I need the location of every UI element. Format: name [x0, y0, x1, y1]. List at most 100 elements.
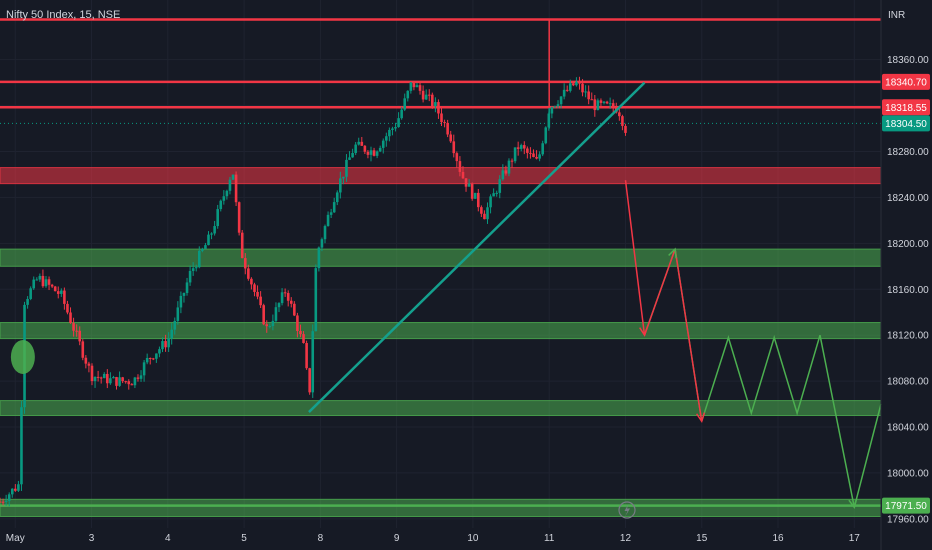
candle-body	[568, 83, 572, 91]
x-tick-label: 8	[318, 533, 324, 544]
projection-path-red	[624, 180, 703, 422]
candle-body	[593, 99, 597, 111]
candle-body	[130, 384, 134, 386]
candle-body	[296, 315, 299, 331]
lightning-icon[interactable]	[618, 501, 636, 519]
y-tick-label: 18040.00	[887, 422, 929, 433]
candle-body	[544, 127, 548, 144]
candle-body	[541, 143, 544, 155]
candle-body	[14, 488, 17, 491]
candle-body	[237, 202, 241, 233]
candle-body	[4, 500, 8, 502]
x-tick-label: 3	[89, 533, 95, 544]
candle-body	[280, 292, 284, 304]
candle-body	[584, 91, 587, 93]
candle-body	[158, 349, 161, 354]
candle-body	[329, 212, 333, 215]
candle-body	[363, 145, 367, 152]
candle-body	[228, 179, 232, 191]
candle-body	[231, 174, 235, 180]
candle-body	[222, 196, 226, 201]
candle-body	[504, 170, 508, 174]
candle-body	[234, 174, 238, 203]
candle-body	[256, 291, 259, 297]
price-zone	[0, 167, 882, 185]
candle-body	[121, 377, 124, 382]
candle-body	[348, 157, 351, 160]
candle-body	[400, 109, 403, 119]
candle-body	[148, 357, 152, 359]
candle-body	[164, 341, 167, 348]
candle-body	[262, 305, 265, 325]
y-tick-label: 18000.00	[887, 468, 929, 479]
candle-body	[185, 282, 189, 293]
candle-body	[572, 83, 575, 86]
y-tick-label: 18280.00	[887, 147, 929, 158]
price-badge-label: 18304.50	[885, 119, 927, 130]
candle-body	[381, 140, 385, 148]
candle-body	[415, 85, 419, 88]
candle-body	[167, 338, 170, 348]
candle-body	[562, 89, 566, 97]
candle-body	[510, 160, 514, 162]
candle-body	[84, 357, 88, 364]
candle-body	[305, 343, 308, 369]
price-badge	[882, 115, 930, 132]
candle-body	[293, 303, 296, 316]
candle-body	[112, 377, 115, 379]
candle-body	[50, 284, 54, 287]
candle-body	[308, 368, 311, 393]
candle-body	[431, 94, 434, 107]
candle-body	[210, 233, 213, 235]
price-badge-label: 17971.50	[885, 501, 927, 512]
candle-body	[7, 494, 11, 501]
candle-body	[473, 192, 477, 199]
candle-body	[115, 377, 118, 386]
candle-body	[26, 298, 29, 305]
y-tick-label: 17960.00	[887, 514, 929, 525]
price-badge	[882, 99, 930, 116]
candle-body	[179, 295, 183, 308]
candle-body	[599, 100, 603, 103]
zone-layer	[0, 167, 882, 518]
arrowhead	[696, 412, 706, 423]
candle-body	[53, 286, 57, 292]
candle-body	[611, 103, 615, 108]
candle-body	[467, 183, 471, 187]
candle-body	[578, 81, 581, 84]
candle-body	[161, 341, 164, 350]
candle-body	[1, 501, 5, 503]
candle-body	[136, 377, 140, 379]
candle-body	[507, 160, 511, 174]
y-tick-label: 18120.00	[887, 331, 929, 342]
candle-body	[311, 331, 315, 393]
currency-label: INR	[888, 10, 905, 21]
candle-body	[556, 104, 560, 107]
candle-body	[283, 292, 287, 294]
candle-body	[596, 100, 600, 111]
time-axis[interactable]: May 3 4 5 8 9 10 11 12 15 16 17	[6, 533, 860, 544]
candle-body	[345, 159, 348, 177]
x-tick-label: 16	[772, 533, 784, 544]
candle-body	[421, 90, 425, 100]
candle-body	[133, 377, 137, 386]
candle-body	[247, 268, 250, 279]
candle-body	[0, 501, 2, 503]
candle-body	[204, 245, 207, 249]
candle-body	[302, 334, 305, 344]
x-tick-label: 4	[165, 533, 171, 544]
candle-body	[446, 122, 449, 135]
candle-body	[388, 129, 391, 137]
candle-body	[194, 267, 198, 269]
candle-body	[29, 288, 32, 299]
candle-body	[56, 291, 60, 294]
candle-body	[357, 141, 361, 145]
candle-body	[403, 98, 407, 110]
candle-body	[602, 101, 606, 103]
candle-body	[317, 247, 321, 269]
candle-body	[458, 161, 462, 172]
price-badge	[882, 73, 930, 90]
candle-body	[409, 82, 413, 91]
